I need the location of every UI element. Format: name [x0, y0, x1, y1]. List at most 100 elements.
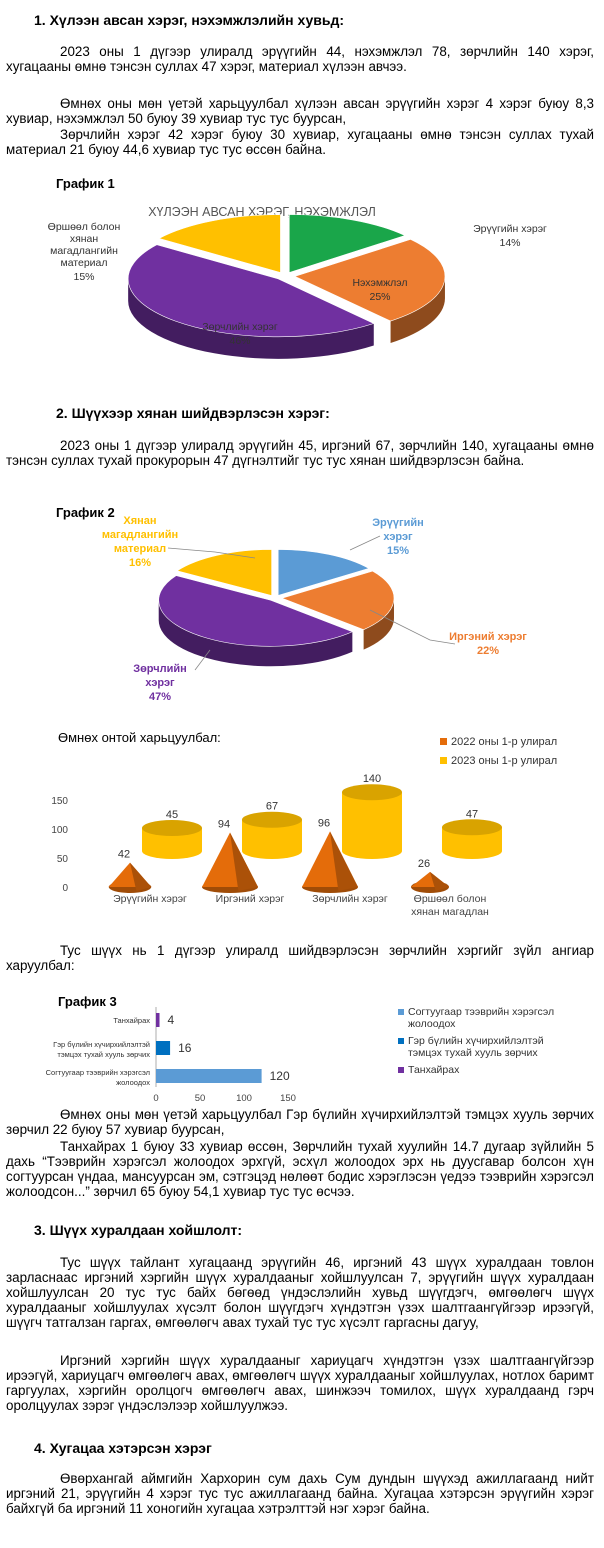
legend-swatch-2022: [440, 738, 447, 745]
legend-label-2022: 2022 оны 1-р улирал: [451, 736, 557, 748]
category-label-3: хянан магадлан: [411, 906, 489, 918]
section-4-title: 4. Хугацаа хэтэрсэн хэрэг: [34, 1440, 212, 1456]
hlegend-label-1: тэмцэх тухай хууль зөрчих: [408, 1047, 538, 1059]
chart-1-label-1-name: Нэхэмжлэл: [352, 277, 407, 289]
section-1-title: 1. Хүлээн авсан хэрэг, нэхэмжлэлийн хувь…: [34, 12, 345, 28]
hbar-label-1: тэмцэх тухай хууль зөрчих: [57, 1050, 150, 1059]
chart-1-label-0-pct: 14%: [499, 237, 520, 249]
y-tick-label: 50: [57, 854, 69, 865]
chart-1-label-1-pct: 25%: [369, 291, 390, 303]
chart-2-slice-2: [158, 575, 354, 647]
legend-label-2023: 2023 оны 1-р улирал: [451, 755, 557, 767]
hbar-value-1: 16: [178, 1041, 192, 1055]
bar-2022-label-3: 26: [418, 858, 430, 870]
section-2-paragraph-4: Танхайрах 1 буюу 33 хувиар өссөн, Зөрчли…: [6, 1139, 594, 1199]
hbar-label-2: Согтуугаар тээврийн хэрэгсэл: [46, 1068, 150, 1077]
bar-2023-1: [242, 819, 302, 859]
x-tick-label: 100: [236, 1093, 252, 1104]
hbar-0: [156, 1013, 160, 1027]
section-1-paragraph-1: 2023 оны 1 дүгээр улиралд эрүүгийн 44, н…: [6, 44, 594, 74]
chart-2-slice-3: [176, 549, 272, 596]
category-label-0: Эрүүгийн хэрэг: [113, 893, 187, 905]
legend-swatch-2023: [440, 757, 447, 764]
hbar-value-0: 4: [168, 1013, 175, 1027]
svg-text:материал: материал: [114, 543, 166, 555]
section-3-paragraph-1: Тус шүүх тайлант хугацаанд эрүүгийн 46, …: [6, 1255, 594, 1330]
chart-1-label-2-name: Зөрчлийн хэрэг: [202, 321, 278, 333]
section-4-paragraph-1: Өвөрхангай аймгийн Хархорин сум дахь Сум…: [6, 1471, 594, 1516]
svg-text:хэрэг: хэрэг: [145, 677, 175, 689]
hbar-value-2: 120: [270, 1069, 290, 1083]
hbar-1: [156, 1041, 171, 1055]
svg-text:Хянан: Хянан: [123, 515, 156, 527]
svg-text:магадлангийн: магадлангийн: [102, 529, 178, 541]
section-2-paragraph-1: 2023 оны 1 дүгээр улиралд эрүүгийн 45, и…: [6, 438, 594, 468]
chart-1-label-0-name: Эрүүгийн хэрэг: [473, 223, 547, 235]
chart-2-label-1-name: Иргэний хэрэг: [449, 631, 527, 643]
y-tick-label: 100: [51, 825, 68, 836]
bar-2022-label-2: 96: [318, 817, 330, 829]
section-3-paragraph-2: Иргэний хэргийн шүүх хуралдааныг хариуца…: [6, 1353, 594, 1413]
hbar-label-2: жолоодох: [116, 1078, 150, 1087]
chart-2-label-2-pct: 47%: [149, 691, 171, 703]
svg-text:Зөрчлийн: Зөрчлийн: [133, 663, 187, 675]
hbar-2: [156, 1069, 262, 1083]
svg-text:Эрүүгийн: Эрүүгийн: [372, 517, 424, 529]
bar-2023-label-2: 140: [363, 773, 381, 785]
svg-text:хянан: хянан: [70, 233, 99, 245]
chart-1-slice-0: [288, 214, 406, 273]
category-label-2: Зөрчлийн хэрэг: [312, 893, 388, 905]
x-tick-label: 50: [195, 1093, 206, 1104]
bar-2023-0: [142, 828, 202, 859]
chart-1-labels: Эрүүгийн хэрэг 14% Нэхэмжлэл 25% Зөрчлий…: [48, 221, 547, 347]
comparison-legend: 2022 оны 1-р улирал 2023 оны 1-р улирал: [440, 736, 557, 767]
comparison-chart: 0 50 100 150 Эрүүгийн хэрэг Иргэний хэрэг Зөрч…: [51, 736, 557, 918]
chart-1-slice-3: [158, 214, 281, 273]
section-1-paragraph-3: Зөрчлийн хэрэг 42 хэрэг буюу 30 хувиар, …: [6, 127, 594, 157]
svg-text:хэрэг: хэрэг: [383, 531, 413, 543]
chart-2-slice-0: [277, 549, 370, 596]
hlegend-swatch-0: [398, 1009, 404, 1015]
chart-2-label-1-pct: 22%: [477, 645, 499, 657]
x-tick-label: 0: [153, 1093, 158, 1104]
y-tick-label: 0: [62, 883, 68, 894]
hlegend-label-2: Танхайрах: [408, 1064, 460, 1076]
chart-2-slice-side-1: [363, 598, 394, 650]
hlegend-label-0: жолоодох: [408, 1018, 456, 1030]
hbar-label-0: Танхайрах: [113, 1016, 150, 1025]
graph-1-caption: График 1: [56, 176, 115, 191]
hlegend-swatch-2: [398, 1067, 404, 1073]
bar-2022-label-0: 42: [118, 849, 130, 861]
hlegend-swatch-1: [398, 1038, 404, 1044]
chart-2-slice-side-2: [158, 600, 353, 667]
chart-2-slice-1: [281, 570, 395, 630]
x-tick-label: 150: [280, 1093, 296, 1104]
chart-1-slice-2: [127, 244, 375, 338]
svg-text:магадлангийн: магадлангийн: [50, 245, 118, 257]
chart-1: ХҮЛЭЭН АВСАН ХЭРЭГ, НЭХЭМЖЛЭЛ Эрүүгийн х…: [48, 205, 547, 359]
section-2-paragraph-2: Тус шүүх нь 1 дүгээр улиралд шийдвэрлэсэ…: [6, 943, 594, 973]
bar-2023-3: [442, 827, 502, 859]
chart-2: Хянан магадлангийн материал 16% Эрүүгийн…: [102, 515, 527, 703]
category-label-1: Иргэний хэрэг: [216, 893, 285, 905]
chart-2-label-3-pct: 16%: [129, 557, 151, 569]
hbar-label-1: Гэр бүлийн хүчирхийлэлтэй: [53, 1040, 150, 1049]
section-2-title: 2. Шүүхээр хянан шийдвэрлэсэн хэрэг:: [56, 405, 330, 421]
graph-3-caption: График 3: [58, 994, 117, 1009]
graph-2-caption: График 2: [56, 505, 115, 520]
chart-1-label-3-pct: 15%: [73, 271, 94, 283]
svg-text:Өршөөл болон: Өршөөл болон: [48, 221, 121, 233]
bar-2023-label-0: 45: [166, 809, 178, 821]
chart-2-label-0-pct: 15%: [387, 545, 409, 557]
section-2-paragraph-3: Өмнөх оны мөн үетэй харьцуулбал Гэр бүли…: [6, 1107, 594, 1137]
svg-text:материал: материал: [60, 257, 107, 269]
bar-2022-label-1: 94: [218, 818, 230, 830]
section-3-title: 3. Шүүх хуралдаан хойшлолт:: [34, 1222, 243, 1238]
bar-2023-label-3: 47: [466, 808, 478, 820]
compare-heading: Өмнөх онтой харьцуулбал:: [58, 730, 221, 745]
section-1-paragraph-2: Өмнөх оны мөн үетэй харьцуулбал хүлээн а…: [6, 96, 594, 126]
chart-1-slice-side-2: [128, 278, 374, 359]
y-tick-label: 150: [51, 796, 68, 807]
category-label-3: Өршөөл болон: [414, 893, 487, 905]
